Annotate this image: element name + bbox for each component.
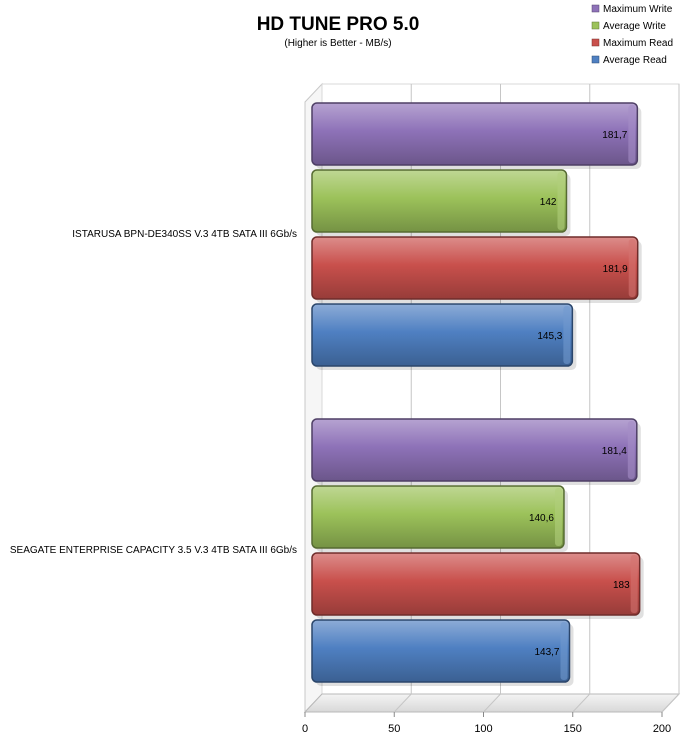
tick-label: 200	[653, 723, 671, 735]
bar-maximum-read: 183	[311, 552, 644, 619]
category-label: ISTARUSA BPN-DE340SS V.3 4TB SATA III 6G…	[72, 229, 297, 240]
bar-cap	[628, 105, 636, 163]
gridline-floor	[661, 693, 680, 713]
bar-body	[311, 236, 639, 300]
bar-cap	[557, 172, 565, 230]
gridline-floor	[393, 693, 412, 713]
tick-label: 100	[474, 723, 492, 735]
legend-item[interactable]: Maximum Write	[591, 4, 673, 15]
bars: 181,7 142 181,9 145,3 181,4 140,6 183 143,7	[311, 102, 644, 686]
data-label: 140,6	[529, 513, 554, 524]
legend-label: Maximum Write	[603, 4, 673, 15]
gridline-floor	[483, 693, 501, 713]
bar-average-write: 140,6	[311, 485, 568, 552]
gridline-floor	[572, 693, 591, 713]
tick-label: 0	[302, 723, 308, 735]
bar-average-write: 142	[311, 169, 571, 236]
category-label: SEAGATE ENTERPRISE CAPACITY 3.5 V.3 4TB …	[10, 545, 297, 556]
x-axis: 0 50 100 150 200	[302, 712, 671, 735]
legend-swatch	[591, 21, 600, 30]
data-label: 183	[613, 580, 630, 591]
bar-body	[311, 552, 641, 616]
legend-swatch	[591, 4, 600, 13]
data-label: 181,4	[602, 446, 627, 457]
bar-body	[311, 102, 639, 166]
legend-swatch	[591, 55, 600, 64]
data-label: 145,3	[537, 331, 562, 342]
bar-body	[311, 169, 568, 233]
data-label: 181,7	[602, 130, 627, 141]
bar-maximum-read: 181,9	[311, 236, 642, 303]
legend[interactable]: Maximum Write Average Write Maximum Read Av…	[591, 4, 673, 66]
bar-cap	[554, 488, 562, 546]
data-label: 181,9	[603, 264, 628, 275]
legend-swatch	[591, 38, 600, 47]
tick-label: 50	[388, 723, 400, 735]
legend-item[interactable]: Average Write	[591, 21, 666, 32]
bar-body	[311, 303, 574, 367]
bar-body	[311, 418, 638, 482]
legend-item[interactable]: Maximum Read	[591, 38, 673, 49]
legend-label: Average Read	[603, 55, 667, 66]
bar-cap	[563, 306, 571, 364]
legend-label: Average Write	[603, 21, 666, 32]
tick-label: 150	[564, 723, 582, 735]
bar-body	[311, 485, 565, 549]
data-label: 142	[540, 197, 557, 208]
bar-maximum-write: 181,7	[311, 102, 642, 169]
bar-average-read: 145,3	[311, 303, 577, 370]
bar-cap	[560, 622, 568, 680]
bar-maximum-write: 181,4	[311, 418, 641, 485]
bar-body	[311, 619, 571, 683]
bar-cap	[630, 555, 638, 613]
chart-title: HD TUNE PRO 5.0	[257, 14, 420, 35]
bar-cap	[627, 421, 635, 479]
bar-average-read: 143,7	[311, 619, 574, 686]
bar-cap	[628, 239, 636, 297]
chart-subtitle: (Higher is Better - MB/s)	[284, 38, 391, 49]
legend-item[interactable]: Average Read	[591, 55, 667, 66]
category-labels: ISTARUSA BPN-DE340SS V.3 4TB SATA III 6G…	[10, 229, 297, 556]
legend-label: Maximum Read	[603, 38, 673, 49]
data-label: 143,7	[534, 647, 559, 658]
